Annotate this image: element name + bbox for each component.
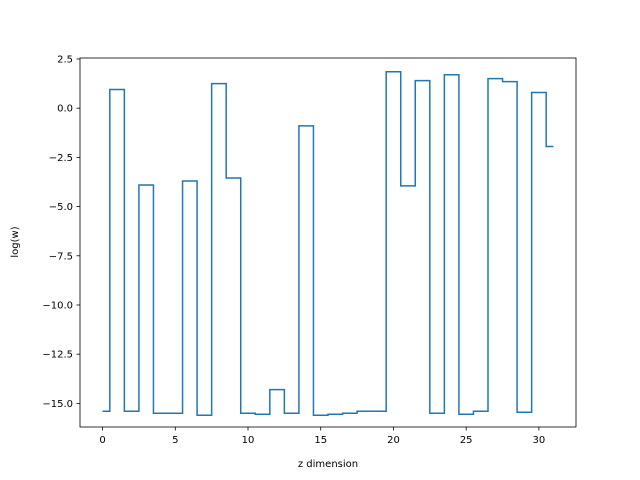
y-tick-label: −2.5 xyxy=(49,153,73,164)
x-tick-label: 20 xyxy=(387,435,400,446)
y-tick-label: 2.5 xyxy=(57,54,73,65)
x-tick-label: 0 xyxy=(99,435,105,446)
series-0-step-line xyxy=(102,71,554,416)
y-tick-label: −5.0 xyxy=(49,202,73,213)
x-axis-ticks: 0 5 10 15 20 25 30 xyxy=(99,427,545,446)
y-axis-ticks: 2.5 0.0 −2.5 −5.0 −7.5 −10.0 −12.5 −15.0 xyxy=(42,54,80,410)
x-tick-label: 30 xyxy=(533,435,546,446)
x-tick-label: 15 xyxy=(314,435,327,446)
y-axis-label: log(w) xyxy=(10,226,21,257)
y-tick-label: −10.0 xyxy=(42,300,73,311)
y-tick-label: −15.0 xyxy=(42,399,73,410)
x-axis-label: z dimension xyxy=(298,459,358,470)
x-tick-label: 5 xyxy=(172,435,178,446)
y-tick-label: 0.0 xyxy=(57,104,73,115)
x-tick-label: 25 xyxy=(460,435,473,446)
y-tick-label: −7.5 xyxy=(49,251,73,262)
axes-frame xyxy=(79,57,577,428)
x-tick-label: 10 xyxy=(242,435,255,446)
y-tick-label: −12.5 xyxy=(42,350,73,361)
